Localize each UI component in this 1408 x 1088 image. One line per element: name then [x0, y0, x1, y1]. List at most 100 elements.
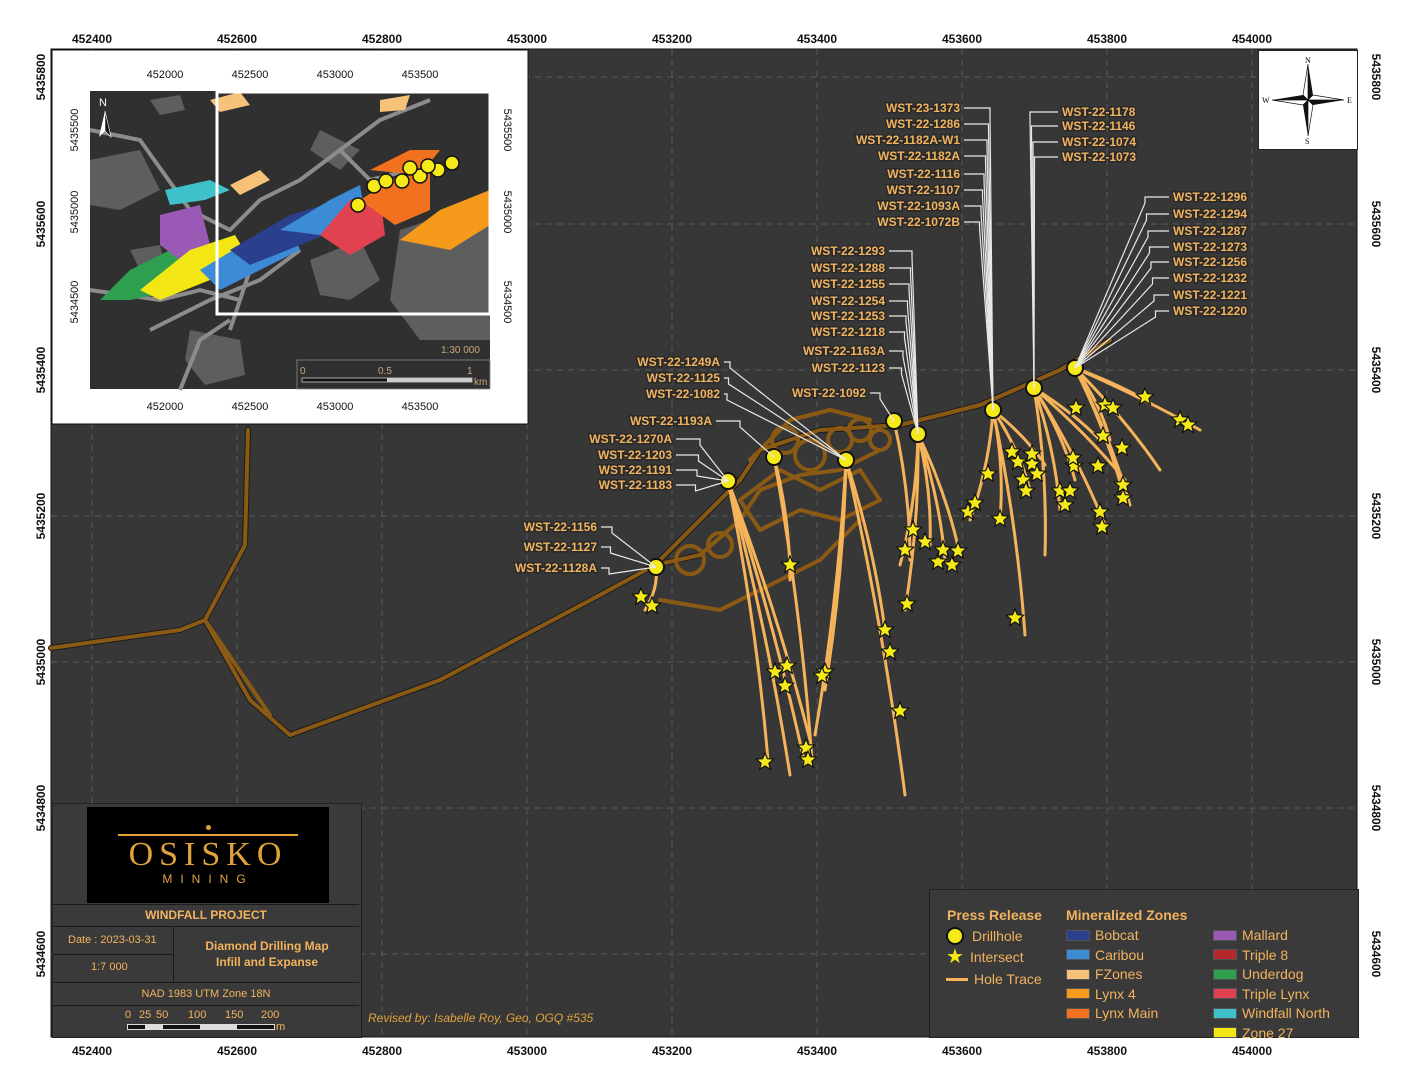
- hole-label: WST-22-1082: [646, 387, 720, 401]
- intersect-star: [1026, 463, 1048, 483]
- hole-label: WST-22-1183: [599, 478, 673, 492]
- osisko-logo: OSISKO MINING: [87, 807, 329, 903]
- intersect-star: [764, 661, 786, 681]
- hole-label: WST-22-1221: [1173, 288, 1247, 302]
- hole-label: WST-22-1146: [1062, 119, 1136, 133]
- compass-rose: N S E W: [1258, 50, 1358, 150]
- top-axis-tick: 453000: [507, 32, 547, 46]
- intersect-star: [779, 554, 801, 574]
- hole-label: WST-22-1074: [1062, 135, 1136, 149]
- right-axis-tick: 5435800: [1369, 54, 1383, 101]
- scale-tick-100: 100: [188, 1009, 207, 1021]
- compass-e: E: [1347, 96, 1352, 105]
- bottom-axis-tick: 452600: [217, 1044, 257, 1058]
- intersect-star: [1112, 487, 1134, 507]
- zone-swatch: [1213, 1007, 1237, 1019]
- hole-trace-icon: [946, 977, 968, 981]
- hole-label: WST-22-1220: [1173, 304, 1247, 318]
- inset-top-axis-tick: 452000: [147, 69, 184, 81]
- right-axis-tick: 5435600: [1369, 201, 1383, 248]
- intersect-star: [1177, 414, 1199, 434]
- intersect-star: [932, 539, 954, 559]
- zone-name: Lynx 4: [1095, 985, 1136, 1002]
- hole-trace: [892, 419, 912, 562]
- zone-swatch: [1213, 1027, 1237, 1038]
- map-scale: 1:7 000: [91, 961, 128, 973]
- hole-trace: [823, 458, 848, 692]
- inset-right-axis-tick: 5435000: [501, 191, 513, 234]
- hole-label: WST-22-1178: [1062, 105, 1136, 119]
- label-leaders: [601, 107, 1169, 575]
- intersect-star: [776, 655, 798, 675]
- hole-label: WST-22-1123: [812, 361, 886, 375]
- hole-label: WST-22-1072B: [877, 215, 960, 229]
- hole-label: WST-22-1193A: [630, 414, 712, 428]
- intersect-star: [1059, 480, 1081, 500]
- hole-label: WST-22-1127: [524, 540, 598, 554]
- hole-label: WST-22-1286: [886, 117, 960, 131]
- zone-name: Mallard: [1242, 927, 1288, 943]
- intersect-star: [896, 593, 918, 613]
- intersect-star: [1065, 397, 1087, 417]
- compass-n: N: [1305, 56, 1311, 65]
- scale-tick-200: 200: [261, 1009, 280, 1021]
- intersect-star: [947, 540, 969, 560]
- right-axis-tick: 5434600: [1369, 931, 1383, 978]
- inset-drillhole: [412, 168, 428, 184]
- hole-label: WST-22-1203: [598, 448, 672, 462]
- revised-by: Revised by: Isabelle Roy, Geo, OGQ #535: [368, 1011, 594, 1025]
- hole-label: WST-23-1373: [886, 101, 960, 115]
- intersect-star: [941, 554, 963, 574]
- hole-trace: [726, 479, 812, 742]
- zone-swatch: [1066, 988, 1090, 999]
- zone-name: Caribou: [1095, 946, 1145, 963]
- intersect-star: [1001, 441, 1023, 461]
- intersect-star: [1054, 494, 1076, 514]
- inset-bottom-axis-tick: 452500: [232, 401, 269, 413]
- intersect-star: [795, 737, 817, 757]
- legend-zone-bobcat: Bobcat: [1066, 927, 1139, 943]
- hole-trace: [991, 408, 1027, 637]
- bottom-axis-tick: 453400: [797, 1044, 837, 1058]
- intersect-star: [811, 665, 833, 685]
- bottom-axis-tick: 452400: [72, 1044, 112, 1058]
- legend-zone-windfall-north: Windfall North: [1213, 1005, 1330, 1021]
- scale-tick-50: 50: [156, 1009, 169, 1021]
- intersect-star: [957, 501, 979, 521]
- intersect-star: [902, 519, 924, 539]
- intersect-star: [754, 751, 776, 771]
- top-axis-tick: 454000: [1232, 32, 1272, 46]
- legend-zone-lynx-4: Lynx 4: [1066, 986, 1136, 1002]
- top-axis-tick: 453600: [942, 32, 982, 46]
- intersect-star: [889, 700, 911, 720]
- bottom-axis-tick: 453200: [652, 1044, 692, 1058]
- bottom-axis-tick: 452800: [362, 1044, 402, 1058]
- intersect-star: [927, 551, 949, 571]
- hole-label: WST-22-1249A: [637, 355, 720, 369]
- hole-label: WST-22-1232: [1173, 271, 1247, 285]
- zone-name: Windfall North: [1242, 1005, 1330, 1021]
- zone-swatch: [1213, 968, 1237, 980]
- bottom-axis-tick: 454000: [1232, 1044, 1272, 1058]
- hole-trace: [903, 432, 920, 612]
- hole-label: WST-22-1107: [887, 183, 961, 197]
- zone-swatch: [1213, 949, 1237, 960]
- inset-north-label: N: [99, 97, 107, 109]
- intersect-star: [630, 586, 652, 606]
- inset-scale-text: 1:30 000: [441, 345, 480, 356]
- hole-label: WST-22-1191: [599, 463, 673, 477]
- inset-right-axis-tick: 5434500: [501, 281, 513, 324]
- legend-zone-caribou: Caribou: [1066, 947, 1144, 963]
- intersect-star: [989, 508, 1011, 528]
- legend-zone-fzones: FZones: [1066, 966, 1142, 982]
- intersect-star: [797, 749, 819, 769]
- legend-zone-mallard: Mallard: [1213, 927, 1288, 943]
- intersect-star: [1012, 469, 1034, 489]
- bottom-axis-tick: 453800: [1087, 1044, 1127, 1058]
- intersect-star: [1111, 437, 1133, 457]
- intersect-star: [1091, 516, 1113, 536]
- inset-drillhole: [378, 173, 394, 189]
- zone-name: FZones: [1095, 966, 1143, 982]
- hole-label: WST-22-1293: [811, 244, 885, 258]
- hole-label: WST-22-1182A: [878, 149, 960, 163]
